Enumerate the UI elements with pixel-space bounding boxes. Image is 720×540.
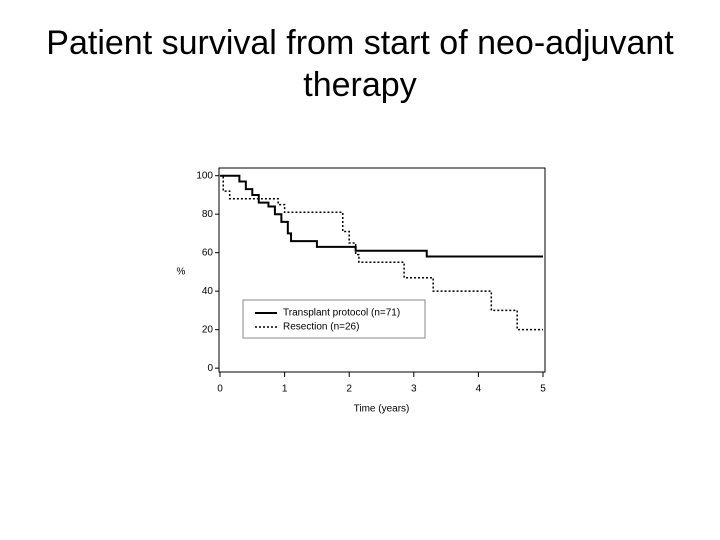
x-tick-label: 2	[346, 384, 352, 395]
x-tick-label: 4	[476, 384, 482, 395]
x-tick-label: 0	[217, 384, 223, 395]
y-tick-label: 40	[202, 286, 214, 297]
y-tick-label: 60	[202, 247, 214, 258]
x-axis-label: Time (years)	[354, 404, 410, 415]
survival-line	[220, 174, 543, 258]
legend-box	[242, 299, 426, 339]
y-tick-label: 80	[202, 209, 214, 220]
chart-title: Patient survival from start of neo-adjuv…	[46, 24, 674, 104]
y-tick-label: 0	[207, 363, 213, 374]
x-tick-label: 5	[540, 384, 546, 395]
y-tick-label: 100	[196, 170, 213, 181]
y-tick-label: 20	[202, 324, 214, 335]
plot-frame	[218, 167, 546, 373]
legend-label: Transplant protocol (n=71)	[283, 308, 400, 319]
legend-label: Resection (n=26)	[283, 322, 359, 333]
y-axis-label: %	[177, 267, 186, 278]
survival-line	[220, 174, 543, 331]
x-tick-label: 3	[411, 384, 417, 395]
x-tick-label: 1	[282, 384, 288, 395]
